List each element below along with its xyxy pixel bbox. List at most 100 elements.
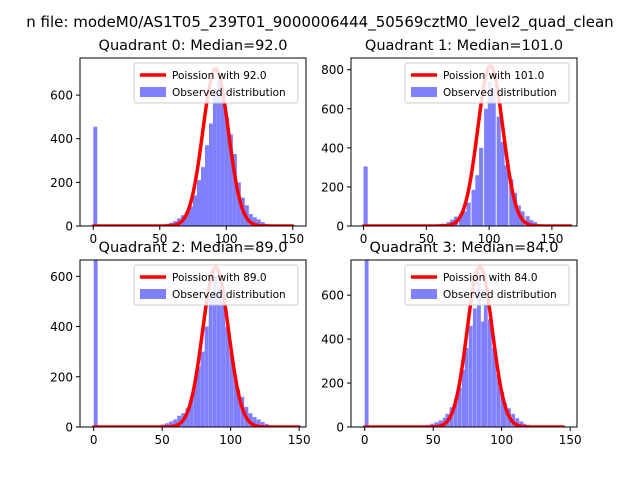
histogram-bar: [462, 211, 467, 226]
y-tick-label: 0: [65, 220, 73, 234]
histogram-bar: [515, 418, 520, 427]
legend-box: [133, 62, 299, 104]
x-tick-label: 150: [281, 232, 304, 246]
histogram-bar: [204, 326, 209, 427]
y-tick-label: 600: [50, 270, 73, 284]
histogram-bar: [363, 166, 368, 226]
legend-box: [404, 62, 570, 104]
histogram-bar: [93, 126, 98, 226]
histogram-bar: [185, 211, 190, 226]
histogram-bar: [189, 399, 194, 427]
legend-entry-poisson: Poission with 89.0: [172, 272, 267, 284]
axes-frame: [350, 57, 578, 227]
histogram-bar: [256, 419, 261, 427]
x-tick-label: 0: [361, 433, 369, 447]
histogram-bar: [500, 391, 505, 427]
histogram-bar: [204, 145, 209, 226]
histogram-bar: [248, 413, 253, 427]
histogram-bar: [193, 383, 198, 427]
histogram-bar: [208, 296, 213, 427]
histogram-bar: [483, 303, 488, 427]
subplot-title: Quadrant 0: Median=92.0: [99, 38, 288, 54]
x-tick-label: 100: [478, 232, 501, 246]
histogram-bar: [248, 214, 253, 226]
x-tick-label: 100: [219, 433, 242, 447]
histogram-bar: [464, 347, 469, 427]
histogram-bar: [212, 276, 217, 427]
histogram-bar: [177, 415, 182, 427]
legend-bar-swatch: [140, 289, 166, 299]
y-tick-label: 400: [50, 132, 73, 146]
histogram-bar: [434, 422, 439, 427]
x-tick-label: 150: [540, 232, 563, 246]
histogram-bar: [232, 154, 237, 226]
histogram-bar: [200, 167, 205, 226]
y-tick-label: 0: [65, 421, 73, 435]
y-tick-label: 800: [321, 63, 344, 77]
histogram-bar: [477, 281, 481, 427]
histogram-bar: [252, 416, 257, 427]
histogram-bar: [185, 408, 190, 427]
legend: Poission with 101.0 Observed distribution: [404, 62, 570, 104]
y-tick-label: 600: [50, 89, 73, 103]
histogram-bar: [225, 326, 230, 427]
histogram-bar: [220, 94, 225, 226]
y-tick-label: 400: [321, 141, 344, 155]
y-tick-label: 200: [321, 377, 344, 391]
histogram-bar: [471, 189, 476, 226]
histogram-bar: [468, 325, 473, 427]
histogram-bar: [164, 423, 169, 427]
histogram-bar: [529, 220, 534, 226]
subplot-title: Quadrant 2: Median=89.0: [99, 240, 288, 256]
legend-entry-observed: Observed distribution: [443, 87, 557, 99]
subplot-quadrant-0: 0 50 100 150 0 200 400 600 Quadrant 0: Median=92…: [50, 38, 307, 246]
histogram-bar: [479, 147, 484, 226]
histogram-bar: [93, 260, 98, 427]
x-tick-label: 100: [215, 232, 238, 246]
legend-box: [404, 264, 570, 306]
legend-entry-observed: Observed distribution: [443, 289, 557, 301]
x-tick-label: 50: [155, 433, 170, 447]
histogram-bar: [224, 116, 229, 226]
histogram-bar: [233, 376, 238, 427]
x-tick-label: 100: [490, 433, 513, 447]
histogram-bar: [484, 108, 489, 226]
histogram-bar: [466, 202, 471, 226]
histogram-bar: [208, 123, 213, 226]
y-tick-label: 400: [50, 320, 73, 334]
x-tick-label: 0: [90, 433, 98, 447]
legend-entry-poisson: Poission with 92.0: [172, 70, 267, 82]
legend-entry-poisson: Poission with 84.0: [443, 272, 538, 284]
legend-entry-observed: Observed distribution: [172, 87, 286, 99]
legend: Poission with 89.0 Observed distribution: [133, 264, 299, 306]
histogram-bar: [212, 92, 217, 226]
y-tick-label: 200: [321, 180, 344, 194]
x-tick-label: 50: [419, 232, 434, 246]
x-tick-label: 150: [559, 433, 582, 447]
histogram-bar: [173, 419, 178, 427]
legend-bar-swatch: [411, 87, 437, 97]
histogram-bar: [216, 286, 221, 427]
x-tick-label: 0: [89, 232, 97, 246]
subplot-title: Quadrant 3: Median=84.0: [370, 240, 559, 256]
histogram-bar: [496, 116, 501, 226]
histogram-bar: [453, 398, 458, 427]
histogram-bar: [472, 308, 477, 427]
histogram-bar: [236, 182, 241, 226]
histogram-bar: [492, 347, 496, 427]
x-tick-label: 150: [288, 433, 311, 447]
histogram-bar: [229, 351, 234, 427]
legend-bar-swatch: [140, 87, 166, 97]
subplot-quadrant-3: 0 50 100 150 0 200 400 600 Quadrant 3: Median=84…: [321, 240, 582, 447]
y-tick-label: 400: [321, 333, 344, 347]
histogram-bar: [487, 319, 492, 427]
histogram-bar: [252, 217, 257, 226]
histogram-bar: [503, 402, 507, 427]
plot-area: [91, 260, 301, 427]
histogram-bar: [196, 366, 201, 427]
histogram-bar: [438, 420, 443, 427]
histogram-bar: [509, 179, 514, 226]
y-tick-label: 0: [336, 220, 344, 234]
histogram-bar: [461, 369, 466, 427]
